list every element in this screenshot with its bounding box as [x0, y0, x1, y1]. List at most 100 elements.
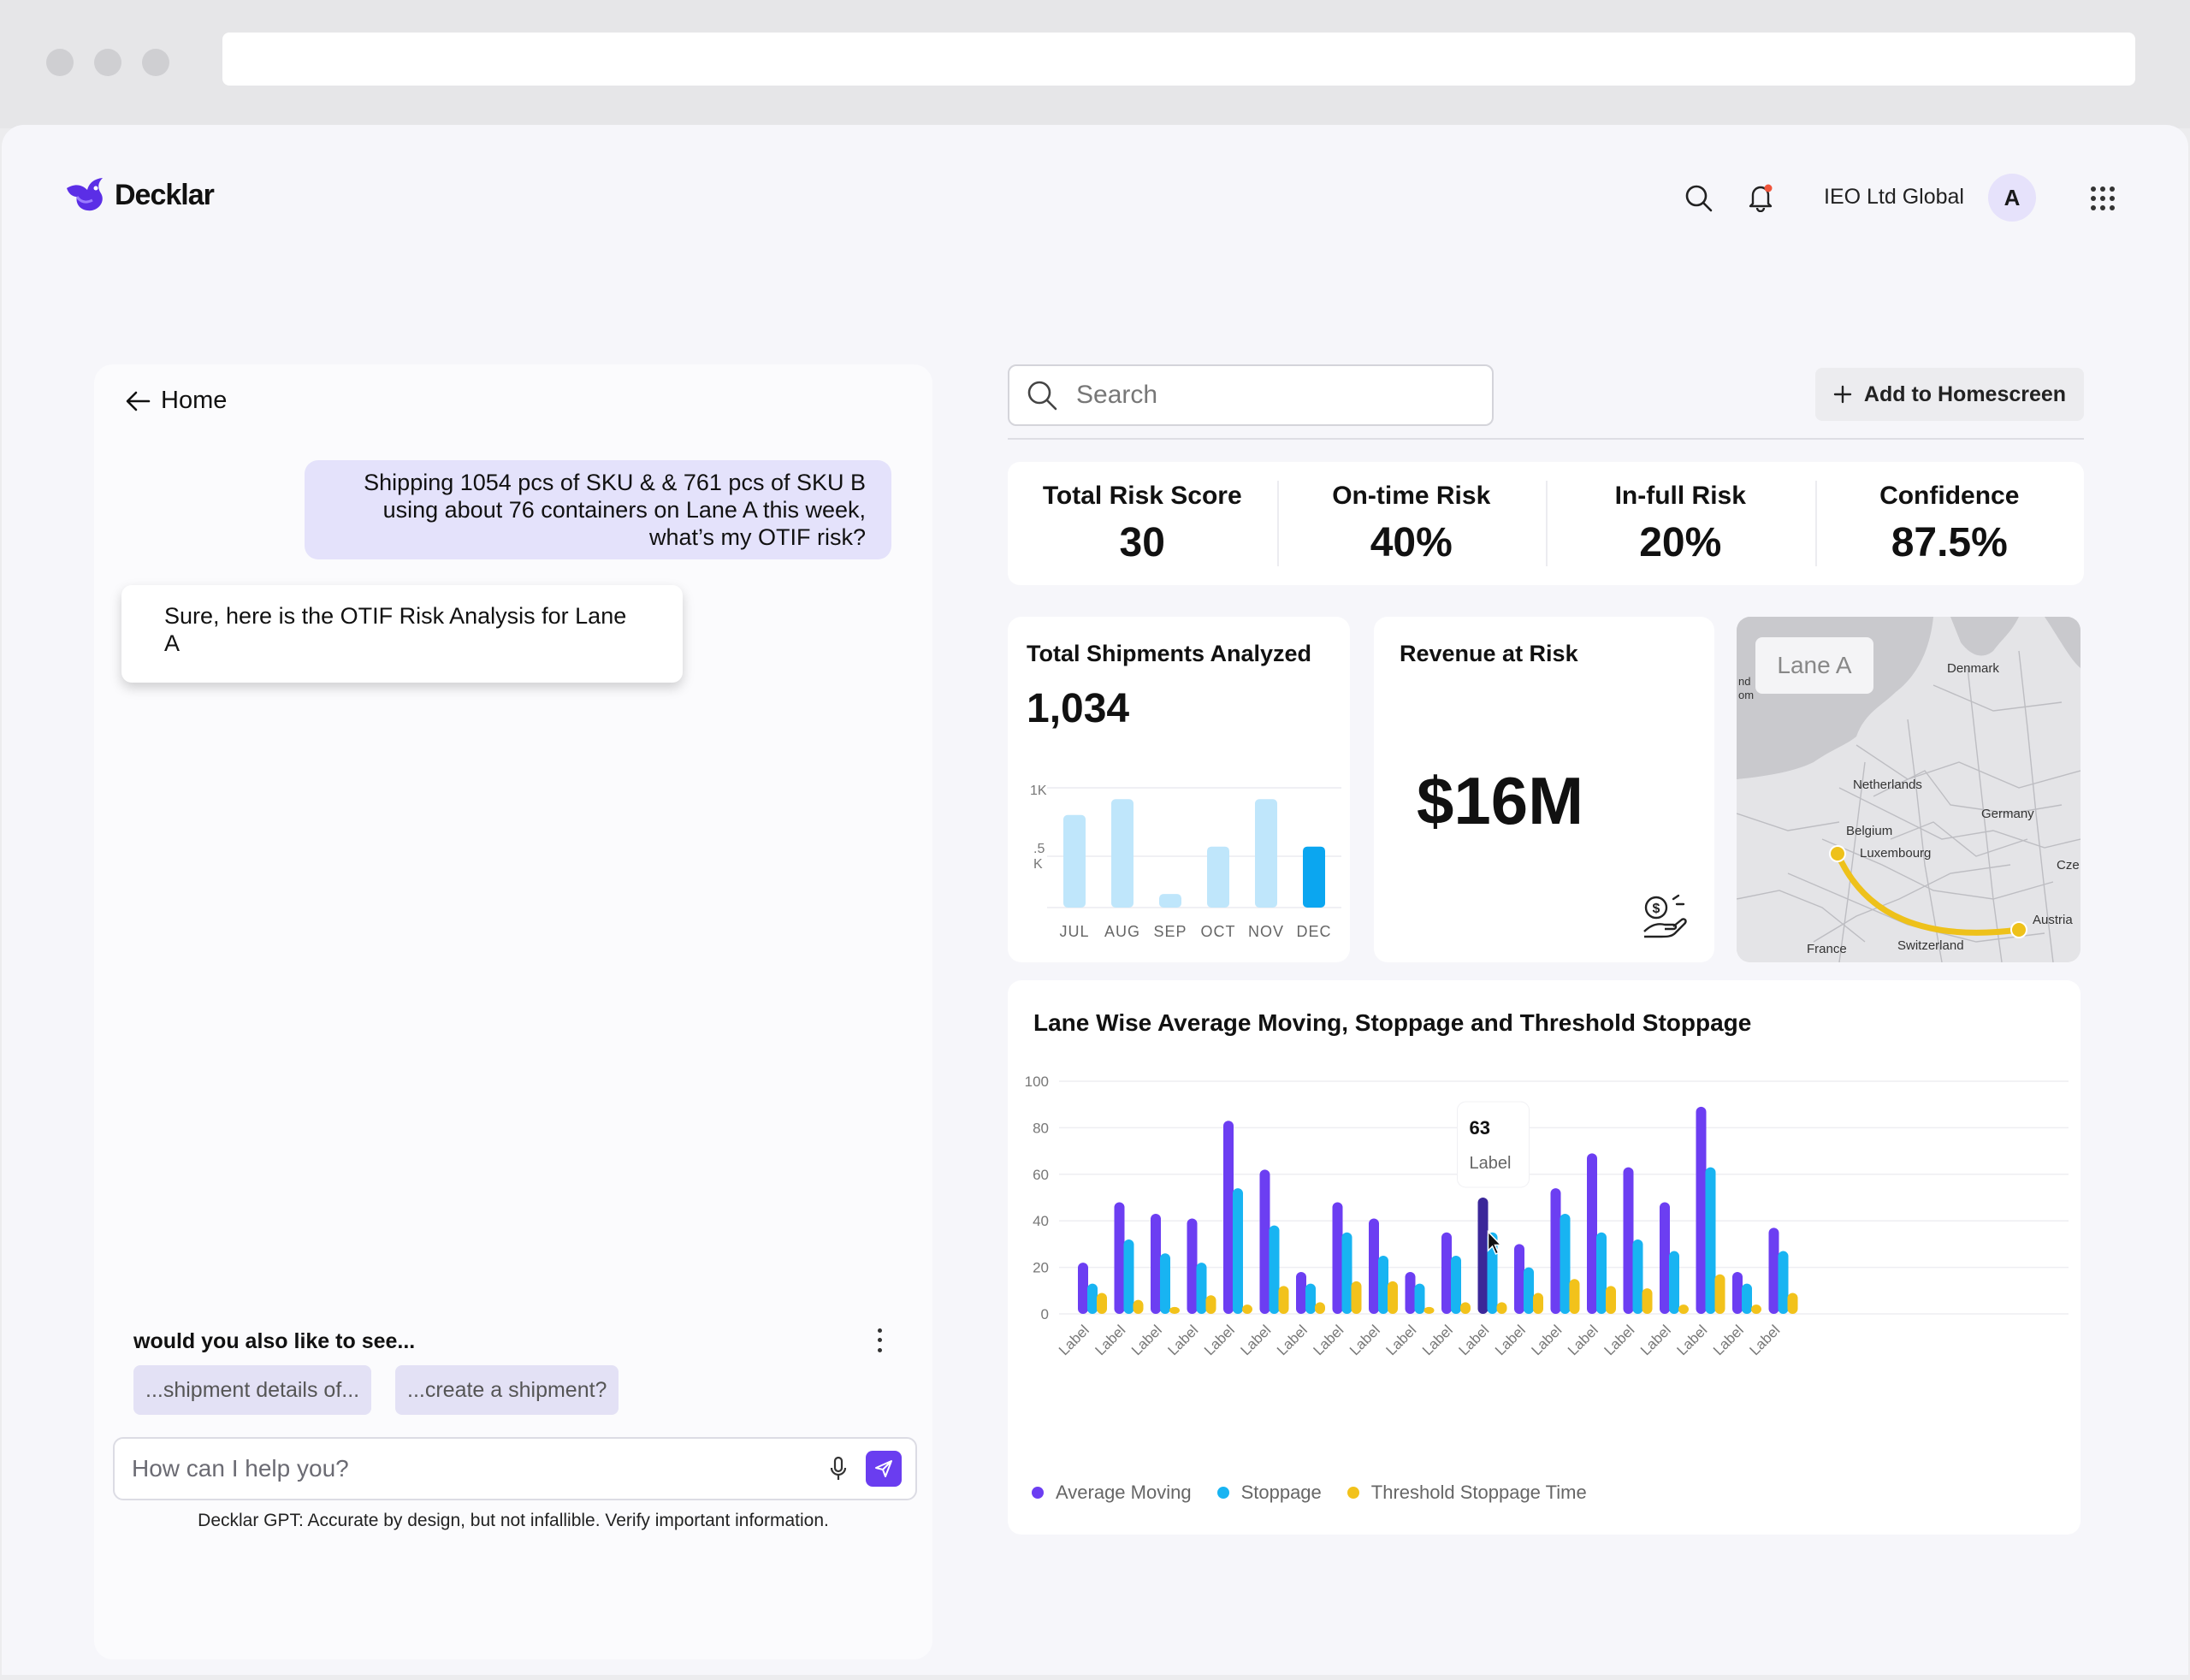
brand-logo[interactable]: Decklar	[63, 175, 215, 216]
bar-average-moving[interactable]	[1187, 1218, 1198, 1314]
back-home-link[interactable]: Home	[125, 387, 227, 415]
bar-stoppage[interactable]	[1269, 1225, 1280, 1314]
shipments-card[interactable]: Total Shipments Analyzed 1,034 1K .5 K JUL A…	[1008, 617, 1350, 962]
bar-stoppage[interactable]	[1233, 1188, 1243, 1314]
window-close-dot[interactable]	[46, 49, 74, 76]
bar-threshold-stoppage[interactable]	[1169, 1306, 1180, 1314]
org-name[interactable]: IEO Ltd Global	[1824, 185, 1964, 209]
more-options-icon[interactable]	[869, 1326, 890, 1355]
bar-stoppage[interactable]	[1524, 1267, 1534, 1314]
revenue-card[interactable]: Revenue at Risk $16M $	[1374, 617, 1714, 962]
lane-chart-card: Lane Wise Average Moving, Stoppage and T…	[1008, 980, 2080, 1535]
lane-map[interactable]: Lane A Denmark Netherlands Germany Belgi…	[1737, 617, 2080, 962]
bar-stoppage[interactable]	[1778, 1251, 1789, 1314]
bar-average-moving[interactable]	[1514, 1244, 1524, 1314]
bar-threshold-stoppage[interactable]	[1242, 1304, 1252, 1314]
bar-average-moving[interactable]	[1660, 1202, 1670, 1314]
bar-average-moving[interactable]	[1441, 1232, 1452, 1314]
bar-threshold-stoppage[interactable]	[1424, 1306, 1435, 1314]
bar-threshold-stoppage[interactable]	[1606, 1286, 1616, 1314]
bar-stoppage[interactable]	[1742, 1283, 1752, 1314]
search-input[interactable]	[1076, 381, 1492, 410]
bar-stoppage[interactable]	[1632, 1239, 1643, 1314]
bar-average-moving[interactable]	[1405, 1272, 1416, 1314]
kpi-value: 20%	[1639, 519, 1722, 565]
bar-average-moving[interactable]	[1369, 1218, 1379, 1314]
x-tick-label: SEP	[1153, 923, 1187, 940]
bar-stoppage[interactable]	[1160, 1253, 1170, 1314]
bar-average-moving[interactable]	[1151, 1214, 1161, 1314]
microphone-icon[interactable]	[821, 1452, 855, 1486]
lane-chart-title: Lane Wise Average Moving, Stoppage and T…	[1033, 1009, 1752, 1036]
bar-stoppage[interactable]	[1560, 1214, 1571, 1314]
mini-bar[interactable]	[1111, 799, 1133, 908]
bar-stoppage[interactable]	[1414, 1283, 1425, 1314]
bar-stoppage[interactable]	[1196, 1263, 1207, 1314]
suggestion-chip-shipment-details[interactable]: ...shipment details of...	[133, 1365, 372, 1415]
bar-stoppage[interactable]	[1378, 1256, 1388, 1314]
x-tick-label: Label	[1565, 1322, 1601, 1358]
bar-average-moving[interactable]	[1477, 1198, 1489, 1314]
mini-bar[interactable]	[1159, 894, 1181, 908]
bar-stoppage[interactable]	[1341, 1232, 1352, 1314]
bar-threshold-stoppage[interactable]	[1097, 1293, 1107, 1314]
window-maximize-dot[interactable]	[142, 49, 169, 76]
mini-bar[interactable]	[1303, 846, 1325, 908]
bar-threshold-stoppage[interactable]	[1205, 1295, 1216, 1314]
window-minimize-dot[interactable]	[94, 49, 121, 76]
bar-threshold-stoppage[interactable]	[1533, 1293, 1543, 1314]
bar-stoppage[interactable]	[1669, 1251, 1679, 1314]
add-to-homescreen-button[interactable]: Add to Homescreen	[1815, 368, 2084, 421]
bar-stoppage[interactable]	[1087, 1283, 1098, 1314]
bar-stoppage[interactable]	[1705, 1167, 1716, 1314]
legend-stoppage[interactable]: Stoppage	[1216, 1482, 1322, 1504]
bar-average-moving[interactable]	[1296, 1272, 1306, 1314]
user-message: Shipping 1054 pcs of SKU & & 761 pcs of …	[305, 460, 891, 559]
bar-threshold-stoppage[interactable]	[1351, 1281, 1362, 1314]
mini-bar[interactable]	[1255, 799, 1277, 908]
bar-average-moving[interactable]	[1078, 1263, 1088, 1314]
bar-average-moving[interactable]	[1223, 1121, 1234, 1314]
bar-average-moving[interactable]	[1696, 1106, 1707, 1314]
bar-stoppage[interactable]	[1596, 1232, 1607, 1314]
svg-text:$: $	[1653, 902, 1660, 916]
bar-threshold-stoppage[interactable]	[1460, 1302, 1471, 1314]
bar-average-moving[interactable]	[1732, 1272, 1743, 1314]
bar-threshold-stoppage[interactable]	[1133, 1299, 1144, 1314]
bar-threshold-stoppage[interactable]	[1315, 1302, 1325, 1314]
bar-average-moving[interactable]	[1114, 1202, 1125, 1314]
bell-icon[interactable]	[1743, 180, 1778, 214]
avatar[interactable]: A	[1988, 174, 2036, 222]
bar-stoppage[interactable]	[1451, 1256, 1461, 1314]
bar-threshold-stoppage[interactable]	[1496, 1302, 1507, 1314]
bar-average-moving[interactable]	[1259, 1169, 1270, 1314]
bar-average-moving[interactable]	[1550, 1188, 1561, 1314]
bar-threshold-stoppage[interactable]	[1388, 1281, 1398, 1314]
suggestion-chip-create-shipment[interactable]: ...create a shipment?	[395, 1365, 619, 1415]
search-icon[interactable]	[1682, 181, 1716, 216]
app-grid-icon[interactable]	[2086, 181, 2120, 216]
bar-average-moving[interactable]	[1332, 1202, 1343, 1314]
bar-threshold-stoppage[interactable]	[1714, 1274, 1725, 1314]
kpi-label: On-time Risk	[1332, 481, 1491, 510]
bar-stoppage[interactable]	[1305, 1283, 1316, 1314]
bar-average-moving[interactable]	[1768, 1227, 1779, 1314]
legend-threshold-stoppage[interactable]: Threshold Stoppage Time	[1347, 1482, 1587, 1504]
send-button[interactable]	[866, 1451, 902, 1487]
bar-threshold-stoppage[interactable]	[1642, 1288, 1653, 1314]
mini-bar[interactable]	[1063, 814, 1086, 908]
bar-threshold-stoppage[interactable]	[1569, 1279, 1580, 1314]
bar-stoppage[interactable]	[1123, 1239, 1134, 1314]
bar-threshold-stoppage[interactable]	[1751, 1304, 1761, 1314]
address-bar[interactable]	[222, 33, 2135, 86]
bar-average-moving[interactable]	[1623, 1167, 1634, 1314]
legend-average-moving[interactable]: Average Moving	[1032, 1482, 1192, 1504]
bar-average-moving[interactable]	[1587, 1153, 1597, 1314]
bar-threshold-stoppage[interactable]	[1278, 1286, 1289, 1314]
app-window: Decklar IEO Ltd Global A Home Shipping 1…	[2, 125, 2188, 1675]
revenue-value: $16M	[1417, 763, 1584, 838]
mini-bar[interactable]	[1207, 846, 1229, 908]
chat-input[interactable]	[132, 1443, 821, 1494]
bar-threshold-stoppage[interactable]	[1787, 1293, 1798, 1314]
bar-threshold-stoppage[interactable]	[1678, 1304, 1689, 1314]
